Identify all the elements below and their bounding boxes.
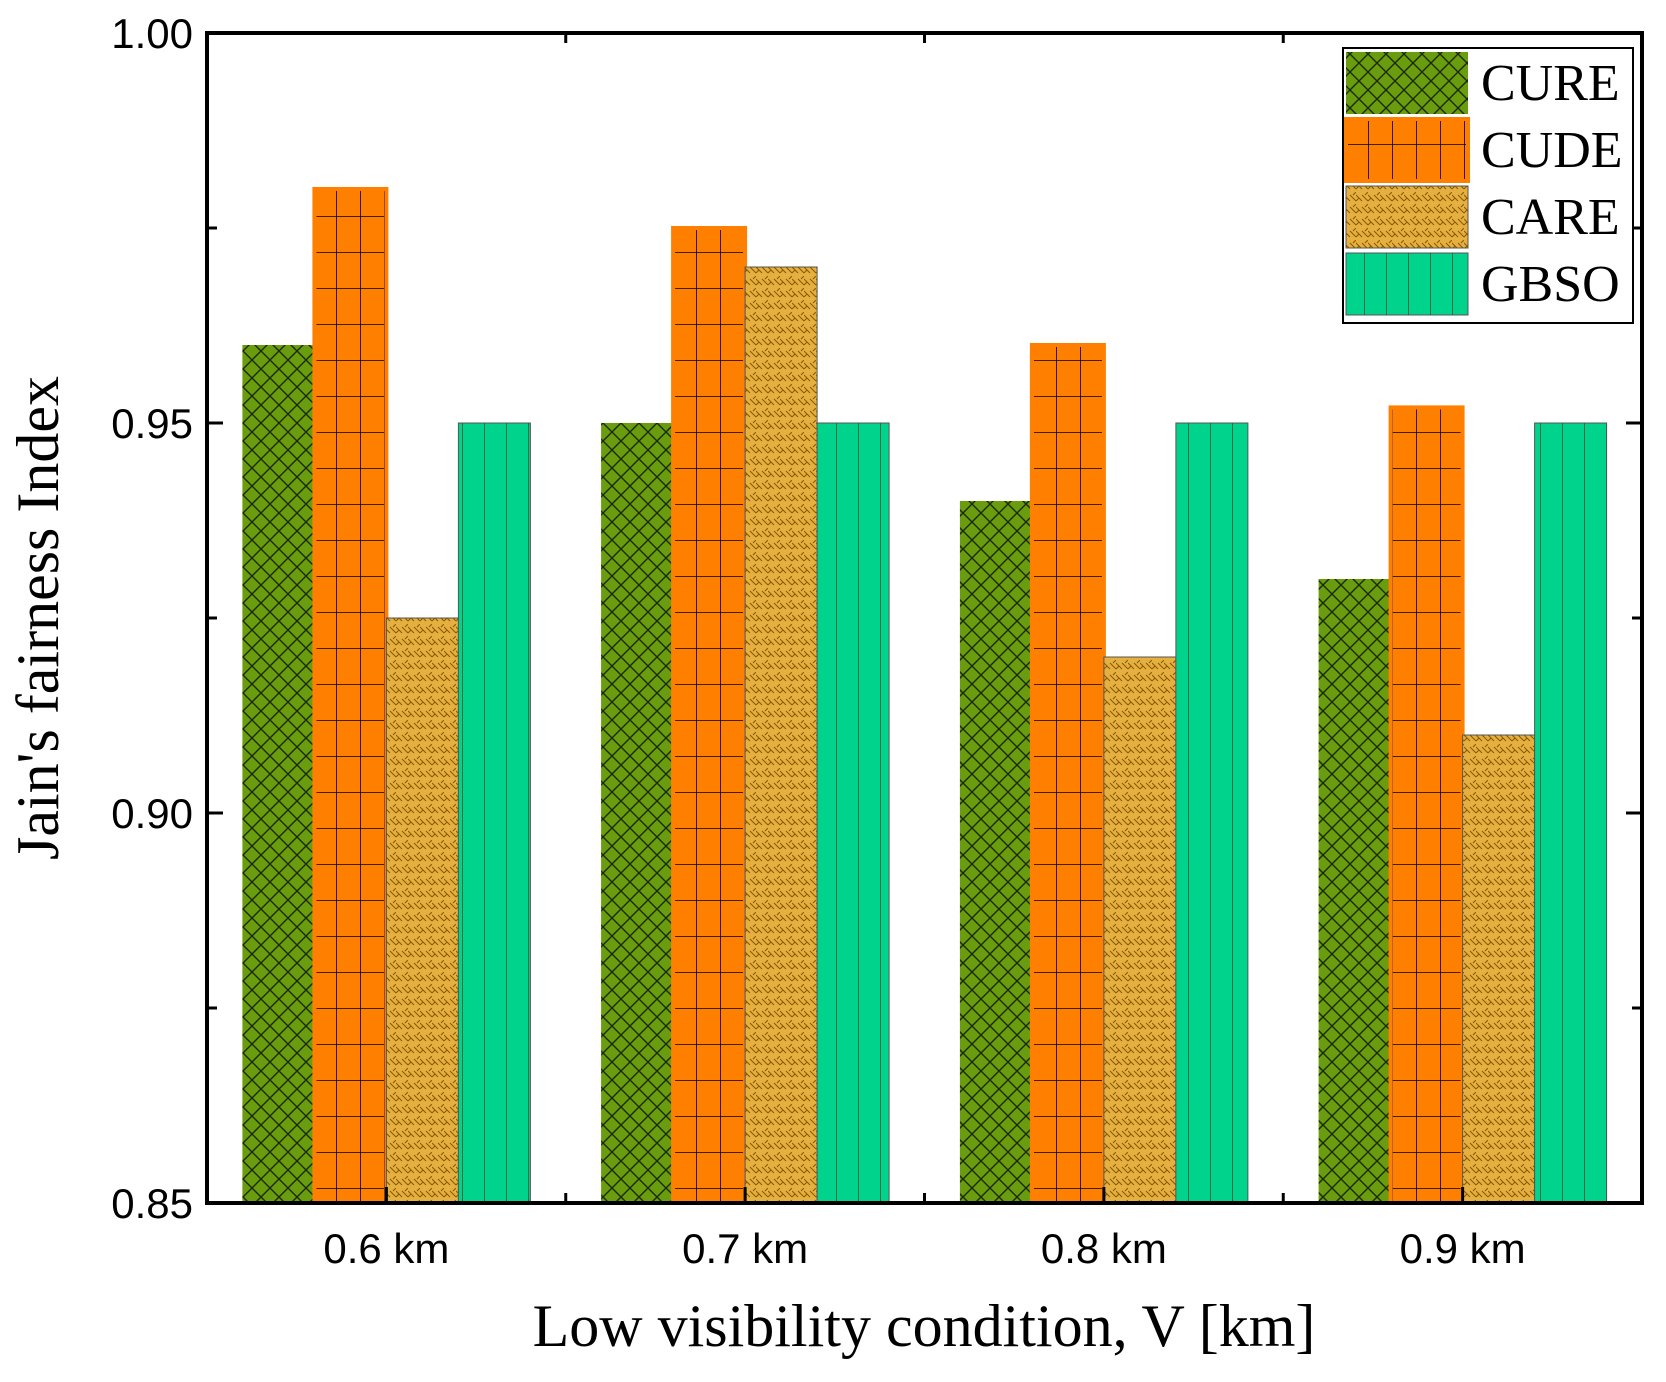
bar-care-0-7-km	[744, 266, 818, 1204]
x-tick-label: 0.9 km	[1400, 1225, 1526, 1272]
x-axis-title: Low visibility condition, V [km]	[533, 1293, 1316, 1359]
bar-care-0-9-km	[1462, 734, 1536, 1204]
y-tick-label: 0.95	[111, 400, 193, 447]
x-tick-label: 0.8 km	[1041, 1225, 1167, 1272]
x-tick-label: 0.7 km	[682, 1225, 808, 1272]
y-axis-title: Jain's fairness Index	[5, 376, 71, 860]
bar-cude-0-7-km	[671, 226, 748, 1205]
bar-cure-0-8-km	[959, 501, 1032, 1203]
bar-cude-0-8-km	[1029, 343, 1106, 1205]
legend: CURE CUDE CARE GBSO	[1342, 47, 1634, 324]
y-tick-label: 0.85	[111, 1180, 193, 1227]
legend-swatch-care	[1345, 185, 1469, 249]
legend-swatch-cure	[1346, 52, 1468, 114]
bar-cure-0-6-km	[242, 345, 315, 1203]
legend-swatch-cude	[1344, 117, 1470, 183]
bar-gbso-0-6-km	[457, 422, 531, 1204]
bar-gbso-0-9-km	[1534, 422, 1608, 1204]
bar-gbso-0-7-km	[816, 422, 890, 1204]
bar-cure-0-9-km	[1318, 579, 1391, 1203]
legend-label-gbso: GBSO	[1481, 256, 1620, 313]
legend-label-cure: CURE	[1481, 55, 1620, 112]
bar-cude-0-9-km	[1388, 405, 1465, 1205]
bar-care-0-8-km	[1103, 656, 1177, 1204]
bar-care-0-6-km	[385, 617, 459, 1204]
x-tick-label: 0.6 km	[323, 1225, 449, 1272]
legend-label-cude: CUDE	[1481, 122, 1623, 179]
bar-cure-0-7-km	[601, 423, 674, 1203]
legend-swatch-gbso	[1345, 252, 1469, 316]
y-tick-label: 0.90	[111, 790, 193, 837]
bar-cude-0-6-km	[312, 187, 389, 1205]
legend-label-care: CARE	[1481, 189, 1620, 246]
y-tick-label: 1.00	[111, 10, 193, 57]
bar-gbso-0-8-km	[1175, 422, 1249, 1204]
